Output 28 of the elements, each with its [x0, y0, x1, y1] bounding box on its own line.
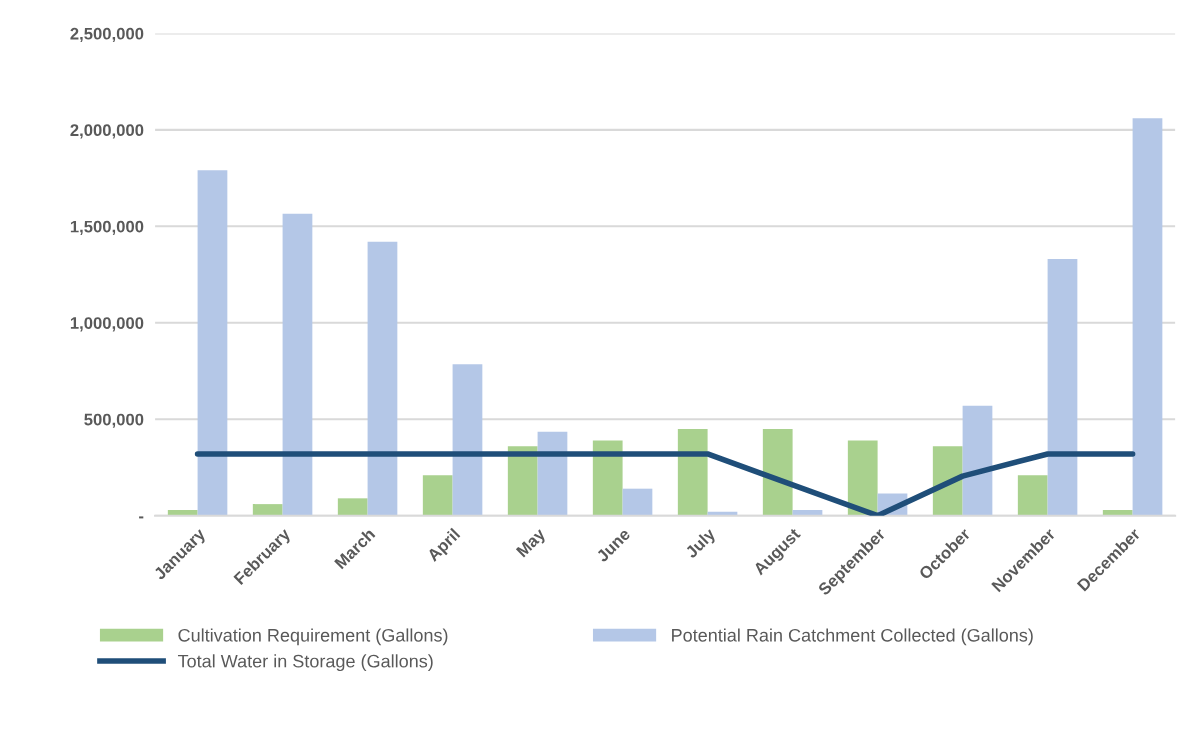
y-tick-label: 1,000,000	[70, 317, 144, 332]
bar	[282, 213, 313, 516]
bar	[422, 475, 453, 516]
bar	[962, 405, 993, 516]
bar	[1017, 475, 1048, 516]
legend-label: Total Water in Storage (Gallons)	[177, 654, 433, 672]
bar	[847, 440, 878, 516]
y-tick-label: 2,000,000	[70, 124, 144, 139]
bar	[622, 488, 653, 516]
bar	[677, 428, 708, 516]
y-tick-label: -	[139, 516, 144, 519]
bar	[337, 498, 368, 516]
bar	[932, 446, 963, 516]
y-tick-label: 1,500,000	[70, 220, 144, 235]
bar	[367, 241, 398, 516]
bar	[197, 170, 228, 516]
y-tick-label: 500,000	[84, 413, 144, 428]
legend-label: Potential Rain Catchment Collected (Gallons)	[672, 628, 1033, 646]
bar	[1132, 118, 1163, 516]
bar	[252, 504, 283, 516]
x-tick-label: May	[515, 527, 549, 560]
legend-label: Cultivation Requirement (Gallons)	[178, 628, 448, 646]
bar	[507, 446, 538, 516]
y-tick-label: 2,500,000	[70, 27, 144, 43]
bar	[592, 440, 623, 516]
bar	[452, 364, 483, 516]
bar	[1047, 259, 1078, 516]
bar	[762, 428, 793, 516]
